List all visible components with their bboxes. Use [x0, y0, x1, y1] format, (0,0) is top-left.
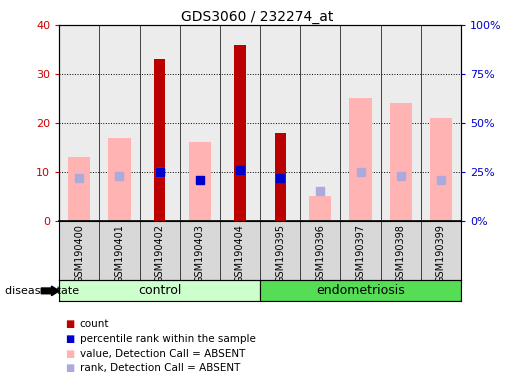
Bar [59, 280, 260, 301]
Text: GSM190402: GSM190402 [154, 224, 165, 283]
Bar [310, 196, 331, 221]
Text: GSM190404: GSM190404 [235, 224, 245, 283]
Text: percentile rank within the sample: percentile rank within the sample [80, 334, 256, 344]
Text: ■: ■ [65, 334, 74, 344]
Bar [68, 157, 90, 221]
Text: endometriosis: endometriosis [316, 285, 405, 297]
Text: GSM190398: GSM190398 [396, 224, 406, 283]
Text: ■: ■ [65, 349, 74, 359]
Bar [390, 103, 411, 221]
Text: count: count [80, 319, 109, 329]
Text: GSM190401: GSM190401 [114, 224, 125, 283]
Text: GSM190395: GSM190395 [275, 224, 285, 283]
Bar [260, 280, 461, 301]
Bar [189, 142, 211, 221]
Text: GSM190403: GSM190403 [195, 224, 205, 283]
Bar [234, 45, 246, 221]
Bar [350, 98, 371, 221]
Text: ■: ■ [65, 363, 74, 373]
Text: rank, Detection Call = ABSENT: rank, Detection Call = ABSENT [80, 363, 240, 373]
Bar [430, 118, 452, 221]
Text: value, Detection Call = ABSENT: value, Detection Call = ABSENT [80, 349, 245, 359]
Bar [154, 59, 165, 221]
Text: GSM190400: GSM190400 [74, 224, 84, 283]
Text: GDS3060 / 232274_at: GDS3060 / 232274_at [181, 10, 334, 23]
Text: ■: ■ [65, 319, 74, 329]
Text: disease state: disease state [5, 286, 79, 296]
Bar [274, 133, 286, 221]
Text: GSM190399: GSM190399 [436, 224, 446, 283]
Text: control: control [138, 285, 181, 297]
Text: GSM190397: GSM190397 [355, 224, 366, 283]
Bar [109, 137, 130, 221]
Text: GSM190396: GSM190396 [315, 224, 325, 283]
